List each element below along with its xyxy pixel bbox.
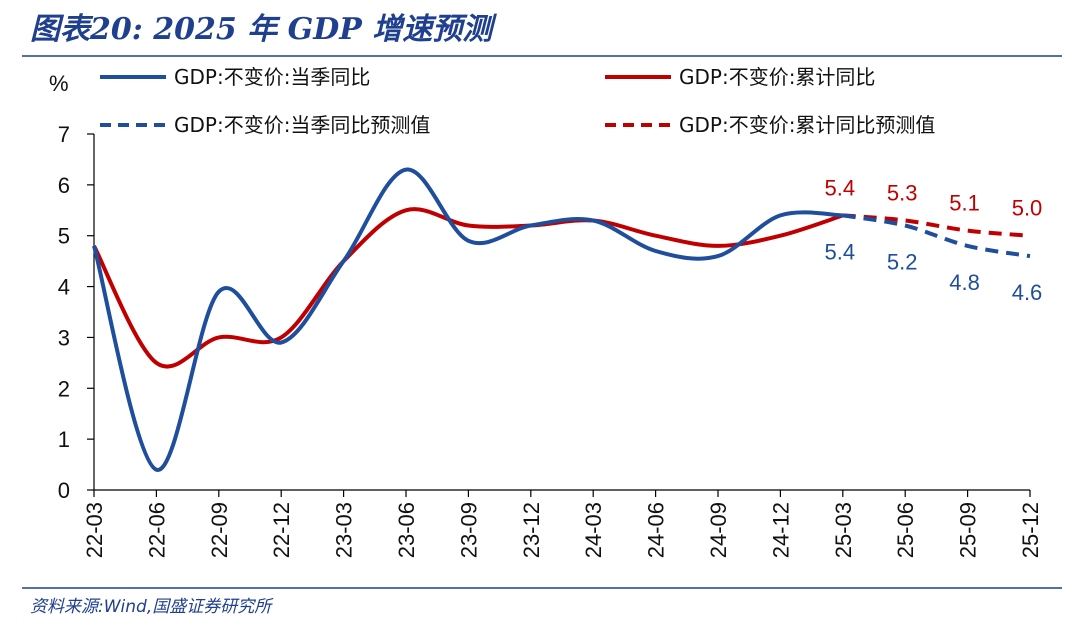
y-tick-label: 7	[58, 122, 70, 147]
axes: 0 1 2 3 4 5 6 7 22-03 22-06 22-09 22-12 23-03 23-06 23…	[58, 122, 1043, 558]
series-line-1	[92, 167, 843, 472]
x-tick-label: 24-03	[581, 502, 606, 558]
source-note: 资料来源:Wind,国盛证券研究所	[30, 597, 274, 617]
legend-label-2: GDP:不变价:累计同比	[679, 65, 875, 89]
y-tick-label: 0	[58, 478, 70, 503]
x-tick-label: 24-12	[768, 502, 793, 558]
y-tick-label: 1	[58, 427, 70, 452]
x-tick-label: 23-12	[519, 502, 544, 558]
series-layer	[92, 167, 1031, 472]
y-tick-label: 3	[58, 325, 70, 350]
blue-data-label: 5.2	[887, 250, 918, 275]
x-tick-label: 22-06	[144, 502, 169, 558]
data-labels: 5.4 5.3 5.1 5.0 5.4 5.2 4.8 4.6	[825, 175, 1043, 305]
y-axis-unit: %	[49, 71, 69, 96]
x-tick-label: 25-03	[831, 502, 856, 558]
y-tick-label: 4	[58, 275, 70, 300]
x-tick-label: 23-03	[332, 502, 357, 558]
x-tick-label: 22-09	[207, 502, 232, 558]
red-data-label: 5.1	[949, 191, 980, 216]
red-data-label: 5.4	[825, 175, 856, 200]
x-tick-label: 23-09	[456, 502, 481, 558]
page-title: 图表20: 2025 年 GDP 增速预测	[30, 12, 497, 47]
legend-label-3: GDP:不变价:当季同比预测值	[174, 113, 430, 137]
x-tick-label: 25-06	[893, 502, 918, 558]
x-tick-label: 23-06	[394, 502, 419, 558]
blue-data-label: 5.4	[825, 239, 856, 264]
legend-label-1: GDP:不变价:当季同比	[174, 65, 370, 89]
blue-data-label: 4.6	[1012, 280, 1043, 305]
series-line-3	[842, 213, 1031, 259]
x-tick-label: 22-12	[269, 502, 294, 558]
x-tick-label: 25-09	[956, 502, 981, 558]
y-tick-label: 6	[58, 173, 70, 198]
x-tick-label: 24-06	[644, 502, 669, 558]
x-tick-label: 25-12	[1018, 502, 1043, 558]
legend-label-4: GDP:不变价:累计同比预测值	[679, 113, 935, 137]
x-tick-label: 24-09	[706, 502, 731, 558]
y-tick-label: 2	[58, 376, 70, 401]
series-line-2	[92, 207, 844, 369]
y-tick-label: 5	[58, 224, 70, 249]
legend: GDP:不变价:当季同比 GDP:不变价:累计同比 GDP:不变价:当季同比预测值 G…	[100, 65, 935, 137]
red-data-label: 5.0	[1012, 196, 1043, 221]
blue-data-label: 4.8	[949, 270, 980, 295]
red-data-label: 5.3	[887, 180, 918, 205]
x-tick-label: 22-03	[82, 502, 107, 558]
